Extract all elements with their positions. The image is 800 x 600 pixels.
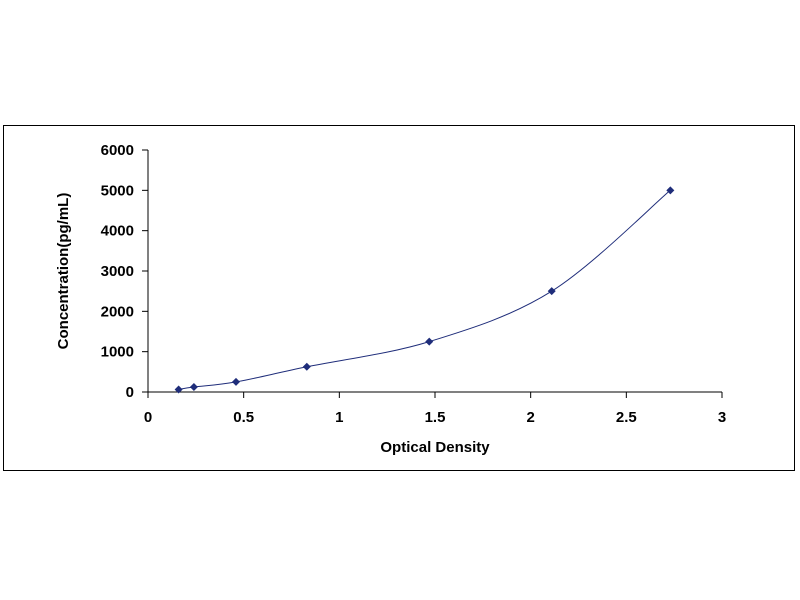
x-tick-label: 1 bbox=[335, 409, 343, 426]
y-tick-label: 0 bbox=[126, 384, 134, 401]
data-point bbox=[232, 377, 241, 386]
data-point bbox=[425, 337, 434, 346]
x-tick-label: 0.5 bbox=[233, 409, 254, 426]
x-axis-title: Optical Density bbox=[380, 439, 490, 456]
chart-svg: 0 0.5 1 1.5 2 2.5 3 0100020003000400050006000 … bbox=[55, 142, 726, 456]
y-tick-label: 1000 bbox=[101, 344, 134, 361]
y-axis-title: Concentration(pg/mL) bbox=[55, 193, 72, 350]
data-points bbox=[174, 186, 675, 394]
data-point bbox=[666, 186, 675, 195]
y-tick-label: 4000 bbox=[101, 223, 134, 240]
y-tick-label: 3000 bbox=[101, 263, 134, 280]
chart-frame: 0 0.5 1 1.5 2 2.5 3 0 1000 2000 3000 4000 5000 6000 … bbox=[3, 125, 795, 471]
data-point bbox=[189, 382, 198, 391]
x-tick-label: 3 bbox=[718, 409, 726, 426]
y-tick-label: 2000 bbox=[101, 303, 134, 320]
x-tick-label: 0 bbox=[144, 409, 152, 426]
x-tick-label: 2 bbox=[526, 409, 534, 426]
data-point bbox=[174, 385, 183, 394]
x-tick-label: 1.5 bbox=[425, 409, 446, 426]
data-point bbox=[302, 362, 311, 371]
data-point bbox=[547, 287, 556, 296]
x-axis-ticks: 0 0.5 1 1.5 2 2.5 3 bbox=[144, 392, 726, 426]
trendline bbox=[178, 189, 671, 390]
axes bbox=[147, 150, 722, 393]
y-tick-label: 6000 bbox=[101, 142, 134, 159]
y-tick-label: 5000 bbox=[101, 182, 134, 199]
y-axis-ticks: 0 1000 2000 3000 4000 5000 6000 bbox=[101, 142, 148, 401]
x-tick-label: 2.5 bbox=[616, 409, 637, 426]
